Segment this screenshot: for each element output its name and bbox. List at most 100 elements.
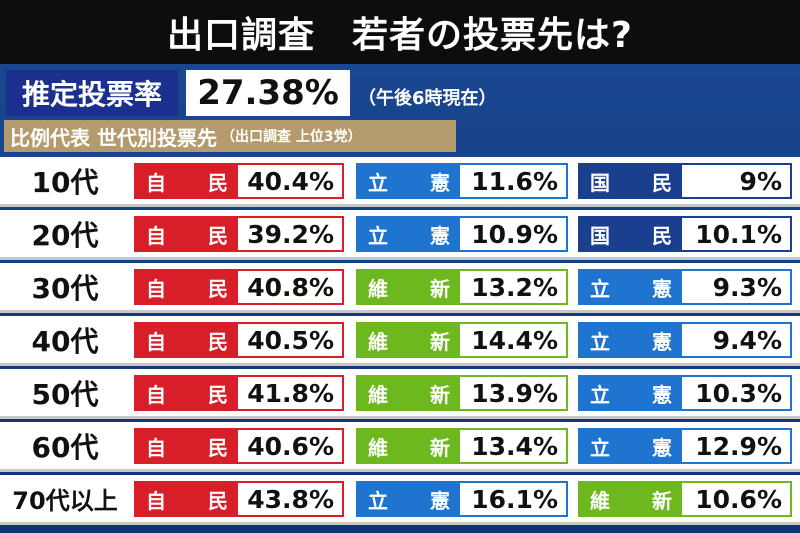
party-name-char-1: 維: [368, 382, 388, 407]
party-name-char-1: 自: [146, 382, 166, 407]
party-name-tag: 維新: [358, 377, 460, 409]
vote-share-value: 13.9%: [460, 377, 566, 409]
party-name-tag: 自民: [136, 377, 238, 409]
party-result-cell: 自民 40.5%: [134, 322, 344, 358]
table-row: 20代自民 39.2% 立憲 10.9% 国民 10.1%: [0, 210, 800, 260]
party-name-tag: 維新: [580, 483, 682, 515]
party-name-char-1: 自: [146, 435, 166, 460]
party-name-tag: 立憲: [358, 483, 460, 515]
party-name-char-2: 民: [208, 276, 228, 301]
party-name-char-1: 自: [146, 329, 166, 354]
table-row: 50代自民 41.8% 維新 13.9% 立憲 10.3%: [0, 369, 800, 419]
party-name-char-2: 憲: [652, 276, 672, 301]
vote-share-value: 40.8%: [238, 271, 342, 303]
party-name-tag: 立憲: [580, 324, 682, 356]
subtitle-bar: 比例代表 世代別投票先 （出口調査 上位3党）: [4, 120, 456, 152]
age-group-label: 70代以上: [12, 487, 118, 515]
party-result-cell: 立憲 12.9%: [578, 428, 792, 464]
party-name-char-2: 憲: [652, 382, 672, 407]
party-name-tag: 立憲: [358, 218, 460, 250]
party-result-cell: 自民 43.8%: [134, 481, 344, 517]
party-result-cell: 自民 40.4%: [134, 163, 344, 199]
vote-share-value: 10.9%: [460, 218, 566, 250]
party-name-char-1: 国: [590, 223, 610, 248]
vote-share-value: 13.4%: [460, 430, 566, 462]
party-name-tag: 自民: [136, 218, 238, 250]
party-result-cell: 維新 14.4%: [356, 322, 568, 358]
party-name-tag: 自民: [136, 324, 238, 356]
party-name-char-1: 立: [590, 435, 610, 460]
party-name-char-2: 憲: [652, 329, 672, 354]
party-name-char-2: 民: [208, 382, 228, 407]
party-name-tag: 立憲: [580, 430, 682, 462]
party-result-cell: 立憲 9.3%: [578, 269, 792, 305]
party-result-cell: 自民 39.2%: [134, 216, 344, 252]
party-name-char-2: 新: [430, 382, 450, 407]
party-name-char-1: 維: [368, 276, 388, 301]
party-name-char-2: 民: [208, 329, 228, 354]
party-name-tag: 自民: [136, 165, 238, 197]
chart-title: 出口調査 若者の投票先は?: [0, 0, 800, 64]
party-name-char-1: 立: [590, 329, 610, 354]
party-name-char-1: 立: [590, 276, 610, 301]
party-name-tag: 立憲: [580, 271, 682, 303]
party-result-cell: 立憲 9.4%: [578, 322, 792, 358]
party-name-char-2: 民: [208, 170, 228, 195]
party-result-cell: 維新 13.2%: [356, 269, 568, 305]
party-name-char-1: 国: [590, 170, 610, 195]
party-name-tag: 自民: [136, 483, 238, 515]
party-name-char-1: 維: [590, 488, 610, 513]
table-row: 60代自民 40.6% 維新 13.4% 立憲 12.9%: [0, 422, 800, 472]
party-name-char-1: 自: [146, 223, 166, 248]
vote-share-value: 14.4%: [460, 324, 566, 356]
age-group-label: 30代: [31, 271, 99, 305]
subtitle-note: （出口調査 上位3党）: [220, 129, 362, 145]
party-name-char-2: 憲: [652, 435, 672, 460]
party-name-char-1: 立: [368, 488, 388, 513]
party-name-tag: 立憲: [358, 165, 460, 197]
party-name-char-2: 民: [208, 488, 228, 513]
vote-share-value: 9.4%: [682, 324, 790, 356]
party-name-tag: 国民: [580, 218, 682, 250]
party-name-tag: 国民: [580, 165, 682, 197]
turnout-value: 27.38%: [186, 70, 350, 116]
party-result-cell: 維新 13.9%: [356, 375, 568, 411]
party-name-char-1: 立: [368, 170, 388, 195]
vote-share-value: 43.8%: [238, 483, 342, 515]
table-row: 30代自民 40.8% 維新 13.2% 立憲 9.3%: [0, 263, 800, 313]
subtitle: 比例代表 世代別投票先: [10, 125, 217, 150]
party-result-cell: 国民 9%: [578, 163, 792, 199]
party-result-cell: 自 民 40.8%: [134, 269, 344, 305]
age-group-label: 60代: [31, 430, 99, 464]
party-name-char-2: 新: [652, 488, 672, 513]
party-name-tag: 立憲: [580, 377, 682, 409]
turnout-label: 推定投票率: [6, 70, 178, 116]
party-name-char-2: 新: [430, 435, 450, 460]
age-group-label: 40代: [31, 324, 99, 358]
party-result-cell: 立憲 10.3%: [578, 375, 792, 411]
party-result-cell: 国民 10.1%: [578, 216, 792, 252]
party-name-char-2: 民: [652, 223, 672, 248]
party-name-char-1: 維: [368, 329, 388, 354]
turnout-note: （午後6時現在）: [358, 88, 497, 109]
party-name-char-2: 憲: [430, 488, 450, 513]
party-result-cell: 立憲 11.6%: [356, 163, 568, 199]
table-row: 70代以上自民 43.8% 立憲 16.1% 維新 10.6%: [0, 475, 800, 525]
party-result-cell: 維 新 13.4%: [356, 428, 568, 464]
party-result-cell: 自民 41.8%: [134, 375, 344, 411]
party-name-tag: 維新: [358, 324, 460, 356]
vote-share-value: 12.9%: [682, 430, 790, 462]
party-name-char-1: 立: [590, 382, 610, 407]
age-group-label: 50代: [31, 377, 99, 411]
party-name-char-2: 民: [652, 170, 672, 195]
party-result-cell: 立憲 16.1%: [356, 481, 568, 517]
party-name-char-1: 自: [146, 276, 166, 301]
party-result-cell: 自民 40.6%: [134, 428, 344, 464]
vote-share-value: 10.3%: [682, 377, 790, 409]
party-name-char-1: 維: [368, 435, 388, 460]
table-row: 10代自民 40.4% 立憲 11.6% 国民 9%: [0, 157, 800, 207]
vote-share-value: 16.1%: [460, 483, 566, 515]
party-result-cell: 維新 10.6%: [578, 481, 792, 517]
vote-share-value: 9%: [682, 165, 790, 197]
